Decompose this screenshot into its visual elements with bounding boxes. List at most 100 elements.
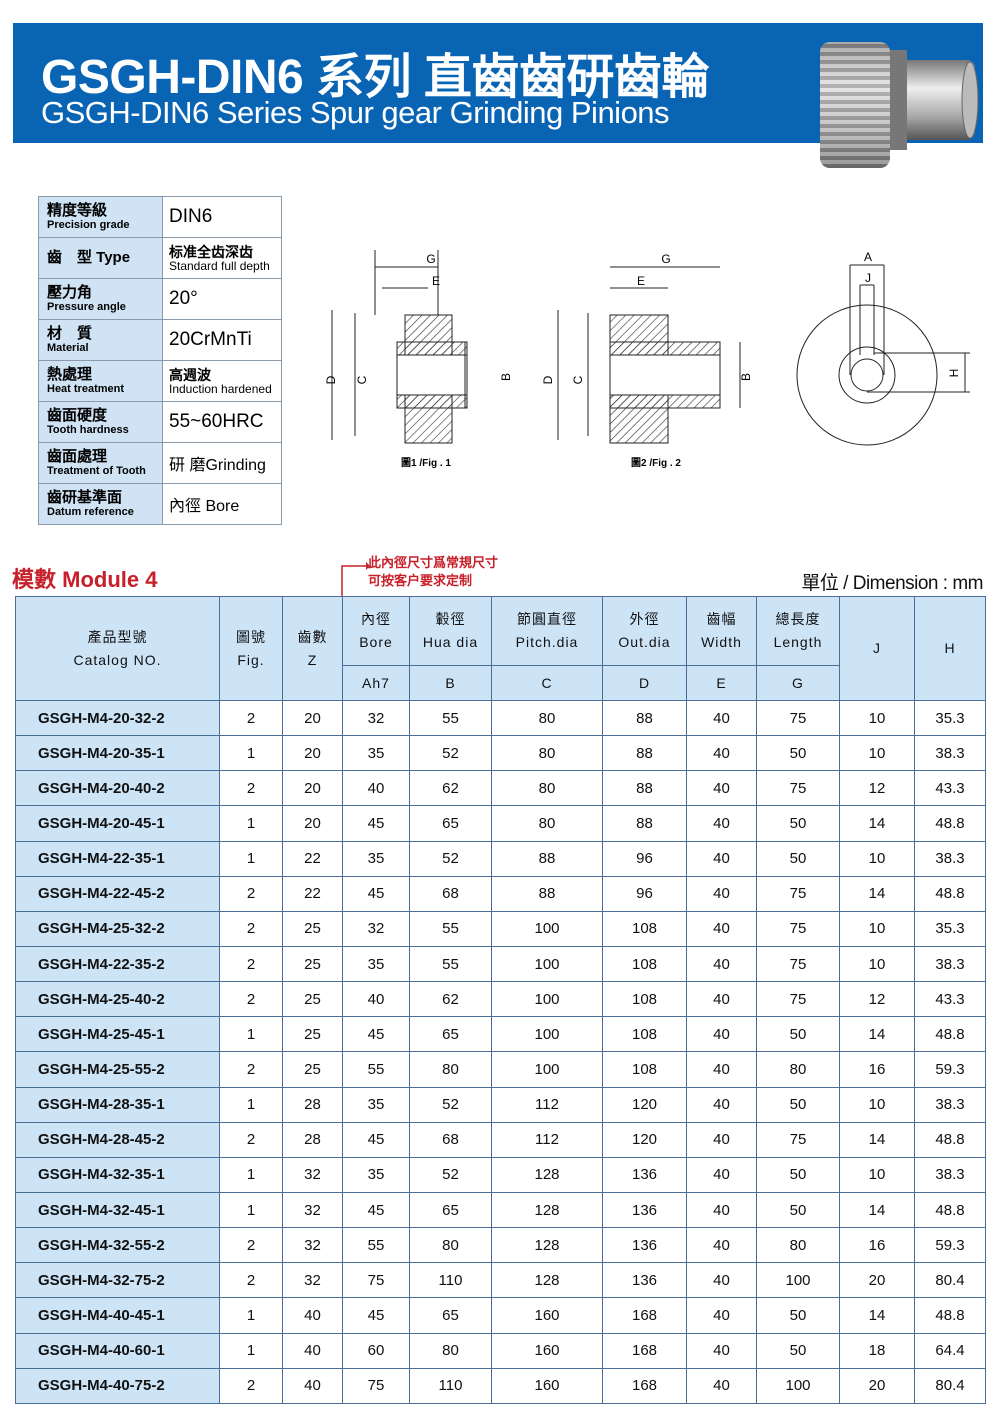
cell-length: 75 <box>756 875 840 912</box>
cell-h: 48.8 <box>914 1191 986 1229</box>
cell-teeth: 25 <box>282 981 343 1018</box>
cell-fig: 1 <box>219 1191 283 1229</box>
fig1-label-g: G <box>426 252 435 266</box>
cell-j: 20 <box>839 1367 915 1404</box>
table-row: GSGH-M4-40-75-2 2 40 75 110 160 168 40 100 20 80.4 <box>15 1367 986 1404</box>
cell-teeth: 20 <box>282 770 343 807</box>
cell-pitch-dia: 160 <box>491 1297 603 1334</box>
cell-length: 75 <box>756 910 840 947</box>
cell-outer-dia: 120 <box>602 1086 687 1123</box>
cell-outer-dia: 136 <box>602 1191 687 1229</box>
cell-h: 64.4 <box>914 1332 986 1369</box>
table-row: GSGH-M4-25-40-2 2 25 40 62 100 108 40 75 12 43.3 <box>15 981 986 1018</box>
cell-fig: 1 <box>219 840 283 877</box>
table-row: GSGH-M4-20-35-1 1 20 35 52 80 88 40 50 10 38.3 <box>15 735 986 772</box>
fig1-label-c: C <box>355 375 369 384</box>
cell-j: 10 <box>839 945 915 983</box>
cell-hub-dia: 80 <box>409 1051 492 1088</box>
cell-h: 59.3 <box>914 1051 986 1088</box>
cell-teeth: 25 <box>282 945 343 983</box>
cell-width: 40 <box>686 981 757 1018</box>
cell-pitch-dia: 80 <box>491 770 603 807</box>
cell-bore: 45 <box>342 805 410 842</box>
table-row: GSGH-M4-25-32-2 2 25 32 55 100 108 40 75 10 35.3 <box>15 910 986 947</box>
cell-j: 10 <box>839 735 915 772</box>
cell-bore: 35 <box>342 840 410 877</box>
cell-hub-dia: 65 <box>409 805 492 842</box>
cell-teeth: 22 <box>282 875 343 912</box>
cell-hub-dia: 62 <box>409 770 492 807</box>
cell-width: 40 <box>686 910 757 947</box>
dimensions-table: 產品型號 Catalog NO. 圖號 Fig. 齒數 Z 內徑 Bore 轂徑 Hua … <box>15 596 986 1404</box>
cell-pitch-dia: 112 <box>491 1121 603 1158</box>
cell-teeth: 40 <box>282 1332 343 1369</box>
cell-fig: 1 <box>219 805 283 842</box>
cell-catalog-no: GSGH-M4-22-35-2 <box>15 945 220 983</box>
cell-hub-dia: 52 <box>409 735 492 772</box>
cell-fig: 2 <box>219 981 283 1018</box>
cell-hub-dia: 55 <box>409 699 492 737</box>
cell-catalog-no: GSGH-M4-20-35-1 <box>15 735 220 772</box>
cell-pitch-dia: 160 <box>491 1367 603 1404</box>
cell-j: 18 <box>839 1332 915 1369</box>
subheader-g: G <box>756 665 840 701</box>
page-title: GSGH-DIN6 系列 直齒齒研齒輪 <box>41 51 709 104</box>
cell-teeth: 22 <box>282 840 343 877</box>
cell-bore: 75 <box>342 1262 410 1299</box>
cell-fig: 1 <box>219 1016 283 1053</box>
cell-teeth: 32 <box>282 1156 343 1193</box>
cell-width: 40 <box>686 1121 757 1158</box>
cell-catalog-no: GSGH-M4-22-45-2 <box>15 875 220 912</box>
cell-length: 80 <box>756 1227 840 1264</box>
cell-outer-dia: 108 <box>602 981 687 1018</box>
cell-j: 10 <box>839 1086 915 1123</box>
subheader-ah7: Ah7 <box>342 665 410 701</box>
cell-width: 40 <box>686 945 757 983</box>
cell-width: 40 <box>686 1367 757 1404</box>
cell-bore: 45 <box>342 1191 410 1229</box>
cell-length: 100 <box>756 1262 840 1299</box>
cell-catalog-no: GSGH-M4-40-60-1 <box>15 1332 220 1369</box>
cell-outer-dia: 108 <box>602 910 687 947</box>
cell-j: 10 <box>839 910 915 947</box>
cell-outer-dia: 96 <box>602 840 687 877</box>
cell-hub-dia: 65 <box>409 1297 492 1334</box>
cell-teeth: 32 <box>282 1191 343 1229</box>
cell-teeth: 20 <box>282 735 343 772</box>
cell-width: 40 <box>686 1156 757 1193</box>
cell-width: 40 <box>686 1262 757 1299</box>
cell-h: 38.3 <box>914 840 986 877</box>
cell-outer-dia: 88 <box>602 699 687 737</box>
cell-pitch-dia: 80 <box>491 699 603 737</box>
cell-fig: 2 <box>219 1262 283 1299</box>
header-length: 總長度 Length <box>756 596 840 666</box>
table-row: GSGH-M4-22-45-2 2 22 45 68 88 96 40 75 14 48.8 <box>15 875 986 912</box>
cell-pitch-dia: 100 <box>491 945 603 983</box>
table-row: GSGH-M4-28-45-2 2 28 45 68 112 120 40 75 14 48.8 <box>15 1121 986 1158</box>
cell-fig: 2 <box>219 1121 283 1158</box>
cell-length: 75 <box>756 1121 840 1158</box>
subheader-c: C <box>491 665 603 701</box>
header-outer: 外徑 Out.dia <box>602 596 687 666</box>
fig2-label-d: D <box>541 375 555 384</box>
cell-hub-dia: 110 <box>409 1367 492 1404</box>
cell-length: 75 <box>756 945 840 983</box>
cell-length: 50 <box>756 1156 840 1193</box>
cell-catalog-no: GSGH-M4-25-32-2 <box>15 910 220 947</box>
cell-hub-dia: 52 <box>409 840 492 877</box>
cell-j: 14 <box>839 875 915 912</box>
cell-outer-dia: 96 <box>602 875 687 912</box>
cell-length: 75 <box>756 981 840 1018</box>
cell-teeth: 28 <box>282 1086 343 1123</box>
cell-outer-dia: 108 <box>602 945 687 983</box>
fig1-label-e: E <box>432 274 440 288</box>
cell-hub-dia: 80 <box>409 1227 492 1264</box>
header-h: H <box>914 596 986 701</box>
cell-pitch-dia: 128 <box>491 1156 603 1193</box>
cell-catalog-no: GSGH-M4-20-45-1 <box>15 805 220 842</box>
cell-hub-dia: 65 <box>409 1191 492 1229</box>
cell-pitch-dia: 100 <box>491 981 603 1018</box>
cell-bore: 45 <box>342 1016 410 1053</box>
table-row: GSGH-M4-32-55-2 2 32 55 80 128 136 40 80 16 59.3 <box>15 1227 986 1264</box>
cell-width: 40 <box>686 1191 757 1229</box>
